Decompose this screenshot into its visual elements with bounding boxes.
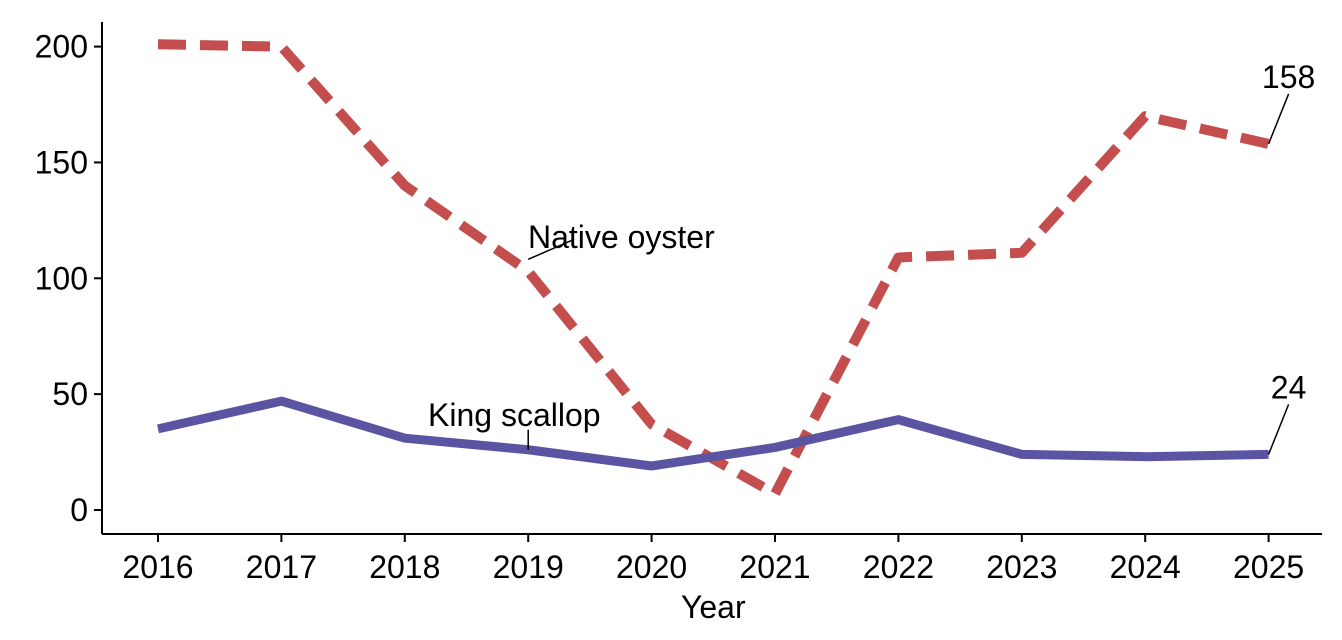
series-label-native-oyster: Native oyster (528, 219, 715, 255)
y-axis: 0 50 100 150 200 (35, 22, 103, 534)
x-axis-title: Year (681, 589, 746, 625)
end-label-leader (1267, 93, 1290, 145)
x-tick-label: 2016 (122, 549, 193, 585)
end-value-label-native-oyster: 158 (1262, 59, 1315, 95)
x-tick-label: 2018 (369, 549, 440, 585)
x-axis: 2016 2017 2018 2019 2020 2021 2022 2023 2024 2025 (102, 533, 1322, 585)
x-tick-label: 2024 (1110, 549, 1181, 585)
x-tick-label: 2017 (246, 549, 317, 585)
native-oyster-leader (527, 238, 575, 261)
end-value-label-king-scallop: 24 (1271, 369, 1307, 405)
x-tick-label: 2021 (739, 549, 810, 585)
series-line-native-oyster (157, 39, 1270, 499)
x-tick-label: 2022 (863, 549, 934, 585)
x-tick-label: 2019 (493, 549, 564, 585)
y-tick-label: 100 (35, 260, 88, 296)
series-label-king-scallop: King scallop (428, 397, 601, 433)
y-tick-label: 0 (70, 492, 88, 528)
label-layer: Native oyster King scallop 158 24 (428, 59, 1315, 455)
x-tick-label: 2023 (986, 549, 1057, 585)
x-tick-label: 2025 (1233, 549, 1304, 585)
series-line-king-scallop (157, 396, 1269, 471)
y-tick-label: 200 (35, 29, 88, 65)
x-tick-label: 2020 (616, 549, 687, 585)
end-label-leader (1267, 404, 1290, 455)
series-layer (157, 39, 1270, 499)
y-tick-label: 50 (52, 376, 88, 412)
y-tick-label: 150 (35, 144, 88, 180)
